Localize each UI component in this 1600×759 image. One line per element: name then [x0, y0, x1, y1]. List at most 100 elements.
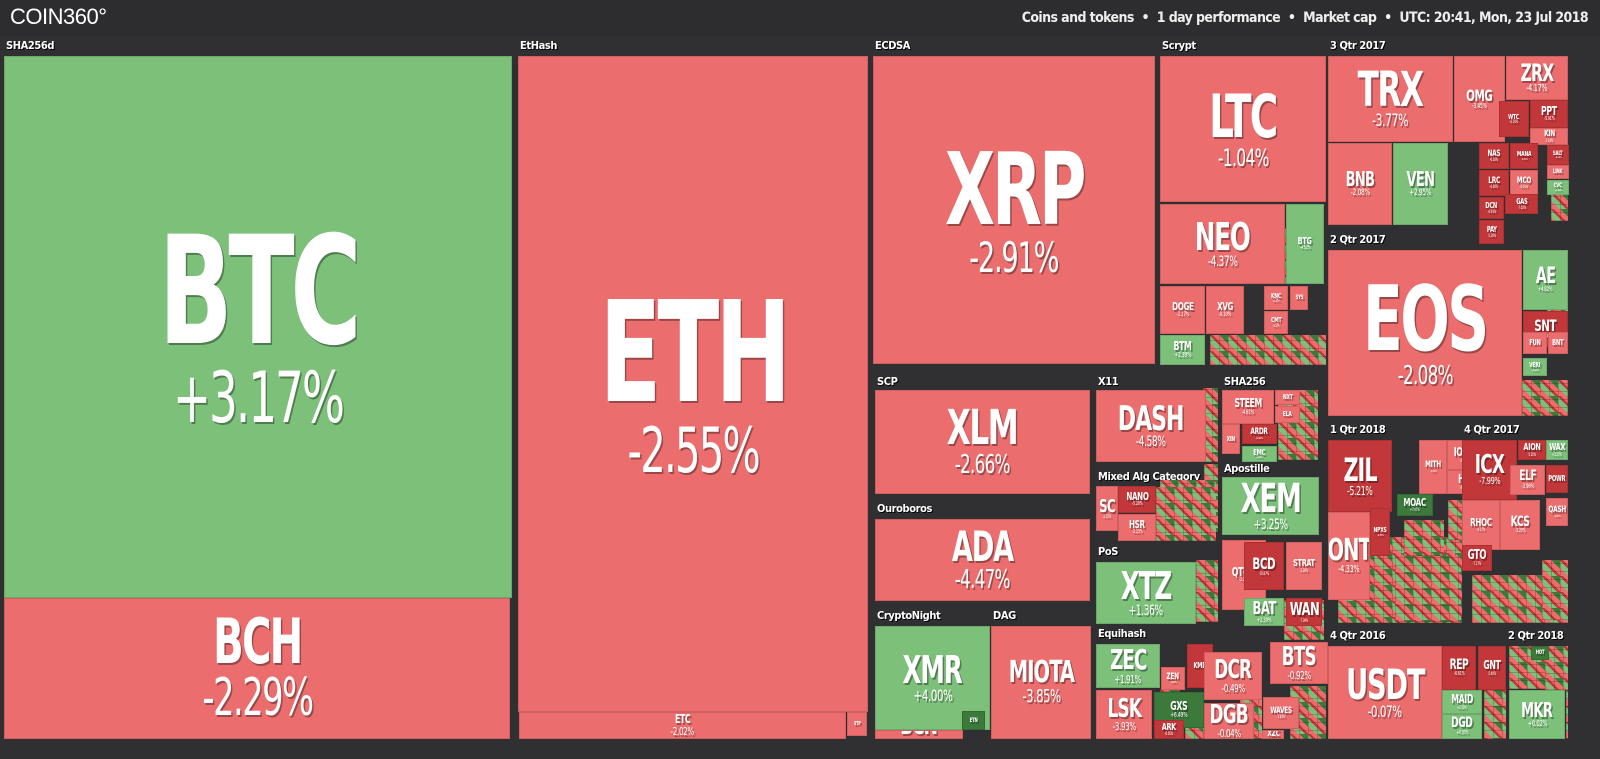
coin-tile-etc[interactable]: ETC -2.02%: [519, 712, 846, 739]
coin-tile-gnt[interactable]: GNT -5.40%: [1478, 646, 1506, 690]
small-coin-tiles[interactable]: [1210, 335, 1326, 365]
coin-tile-moac[interactable]: MOAC +7.07%: [1397, 494, 1433, 516]
coin-tile-dgb[interactable]: DGB -0.04%: [1204, 703, 1254, 739]
coin-tile-link[interactable]: LINK: [1547, 165, 1569, 179]
coin-tile-eth[interactable]: ETH -2.55%: [518, 56, 868, 712]
coin-tile-dgd[interactable]: DGD +0.30%: [1442, 714, 1482, 739]
coin-tile-ppt[interactable]: PPT -5.91%: [1530, 100, 1568, 128]
coin-tile-dcn[interactable]: DCN -6.91%: [1479, 197, 1504, 219]
small-coin-tiles[interactable]: [1156, 487, 1216, 541]
logo[interactable]: COIN360°: [10, 4, 107, 29]
coin-tile-bcn[interactable]: BCN-3.46%: [875, 730, 963, 739]
coin-tile-nxt[interactable]: NXT: [1275, 390, 1300, 405]
coin-tile-ont[interactable]: ONT -4.33%: [1328, 512, 1370, 600]
coin-tile-miota[interactable]: MIOTA -3.85%: [991, 626, 1091, 739]
coin-tile-hot[interactable]: HOT: [1531, 646, 1549, 660]
coin-tile-hsr[interactable]: HSR -2.23%: [1118, 514, 1156, 541]
coin-tile-trx[interactable]: TRX -3.77%: [1328, 56, 1453, 142]
coin-tile-gas[interactable]: GAS -7.02%: [1505, 194, 1538, 214]
coin-tile-gto[interactable]: GTO -7.17%: [1462, 545, 1492, 571]
small-coin-tiles[interactable]: [1404, 520, 1444, 556]
coin-tile-waves[interactable]: WAVES -1.83%: [1263, 697, 1299, 729]
small-coin-tiles[interactable]: [1196, 560, 1218, 622]
coin-tile-xrp[interactable]: XRP -2.91%: [873, 56, 1155, 364]
coin-tile-doge[interactable]: DOGE -1.17%: [1160, 286, 1205, 334]
coin-tile-veri[interactable]: VERI +3.24%: [1523, 358, 1547, 376]
coin-tile-xem[interactable]: XEM +3.25%: [1222, 477, 1319, 535]
coin-tile-bcd[interactable]: BCD -10.87%: [1244, 542, 1284, 590]
small-coin-tiles[interactable]: [1551, 193, 1568, 221]
coin-tile-lrc[interactable]: LRC -6.60%: [1479, 170, 1509, 196]
coin-tile-xin[interactable]: XIN: [1222, 424, 1240, 454]
small-coin-tiles[interactable]: [1545, 646, 1568, 690]
filter-period[interactable]: 1 day performance: [1156, 10, 1281, 26]
coin-tile-bnt[interactable]: BNT: [1548, 332, 1568, 354]
coin-tile-ark[interactable]: ARK -6.65%: [1154, 720, 1184, 739]
coin-tile-npxs[interactable]: NPXS -6.30%: [1370, 508, 1390, 556]
coin-tile-lsk[interactable]: LSK -3.93%: [1096, 690, 1152, 739]
small-coin-tiles[interactable]: [1566, 690, 1568, 739]
coin-tile-kcs[interactable]: KCS -3.20%: [1500, 500, 1540, 550]
coin-tile-salt[interactable]: SALT -6.14%: [1547, 145, 1569, 165]
coin-tile-elf[interactable]: ELF -3.96%: [1510, 465, 1545, 495]
coin-tile-cvc[interactable]: CVC +1.14%: [1547, 180, 1569, 195]
coin-tile-bts[interactable]: BTS -0.92%: [1270, 642, 1328, 684]
small-coin-tiles[interactable]: [1542, 560, 1568, 620]
coin-tile-nas[interactable]: NAS -6.16%: [1479, 143, 1509, 169]
coin-tile-ela[interactable]: ELA: [1275, 406, 1300, 423]
coin-tile-steem[interactable]: STEEM -4.61%: [1222, 390, 1274, 424]
coin-tile-maid[interactable]: MAID +2.30%: [1442, 690, 1482, 714]
coin-tile-fun[interactable]: FUN: [1523, 332, 1547, 354]
coin-tile-sys[interactable]: SYS: [1290, 286, 1308, 310]
coin-tile-kin[interactable]: KIN -1.14%: [1530, 128, 1568, 145]
coin-tile-cmt[interactable]: CMT -3.5%: [1264, 311, 1288, 334]
coin-tile-xvg[interactable]: XVG -0.10%: [1206, 286, 1244, 334]
small-coin-tiles[interactable]: [1395, 556, 1461, 622]
coin-tile-xtz[interactable]: XTZ +1.36%: [1096, 562, 1196, 624]
small-coin-tiles[interactable]: [1522, 380, 1568, 416]
coin-tile-bch[interactable]: BCH -2.29%: [4, 598, 510, 739]
coin-tile-mkr[interactable]: MKR +0.02%: [1509, 690, 1565, 739]
coin-tile-zrx[interactable]: ZRX -4.17%: [1506, 56, 1568, 100]
coin-tile-aion[interactable]: AION -5.20%: [1518, 440, 1546, 460]
coin-tile-mith[interactable]: MITH -4.22%: [1419, 440, 1447, 494]
coin-tile-bat[interactable]: BAT +2.39%: [1244, 598, 1284, 626]
coin-tile-btg[interactable]: BTG -4.52%: [1286, 204, 1324, 284]
coin-tile-dash[interactable]: DASH -4.58%: [1096, 390, 1206, 462]
coin-tile-knc[interactable]: KNC -2.3%: [1264, 286, 1288, 310]
coin-tile-btc[interactable]: BTC +3.17%: [4, 56, 512, 598]
coin-tile-omg[interactable]: OMG -3.45%: [1454, 56, 1505, 142]
small-coin-tiles[interactable]: [1484, 690, 1506, 739]
coin-tile-ltc[interactable]: LTC -1.04%: [1160, 56, 1326, 202]
filter-coin-type[interactable]: Coins and tokens: [1021, 10, 1135, 26]
small-coin-tiles[interactable]: [1160, 690, 1180, 692]
coin-tile-mana[interactable]: MANA -3.24%: [1510, 143, 1538, 169]
coin-tile-zil[interactable]: ZIL -5.21%: [1328, 440, 1392, 512]
coin-tile-qash[interactable]: QASH -6.60%: [1546, 498, 1568, 526]
coin-tile-powr[interactable]: POWR: [1546, 465, 1568, 493]
coin-tile-sc[interactable]: SC -2.52%: [1096, 486, 1118, 531]
coin-tile-gxs[interactable]: GXS +6.49%: [1154, 692, 1204, 728]
coin-tile-pay[interactable]: PAY -5.30%: [1479, 220, 1504, 244]
coin-tile-rhoc[interactable]: RHOC -4.17%: [1462, 500, 1500, 550]
coin-tile-nano[interactable]: NANO -5.29%: [1118, 486, 1156, 513]
coin-tile-usdt[interactable]: USDT -0.07%: [1328, 646, 1442, 739]
coin-tile-eos[interactable]: EOS -2.08%: [1328, 250, 1522, 416]
coin-tile-zen[interactable]: ZEN -3.08%: [1161, 667, 1185, 690]
coin-tile-icx[interactable]: ICX -7.99%: [1462, 440, 1517, 500]
coin-tile-rep[interactable]: REP -6.61%: [1442, 646, 1476, 690]
coin-tile-wan[interactable]: WAN -7.39%: [1286, 598, 1322, 626]
coin-tile-xzc[interactable]: XZC: [1262, 730, 1284, 739]
coin-tile-zec[interactable]: ZEC +1.91%: [1096, 644, 1160, 688]
filter-metric[interactable]: Market cap: [1303, 10, 1377, 26]
coin-tile-etp[interactable]: ETP: [847, 712, 867, 736]
coin-tile-neo[interactable]: NEO -4.37%: [1160, 204, 1285, 284]
small-coin-tiles[interactable]: [1448, 500, 1462, 540]
coin-tile-bnb[interactable]: BNB -2.08%: [1328, 143, 1392, 225]
coin-tile-ardr[interactable]: ARDR -10.20%: [1242, 424, 1277, 444]
coin-tile-ada[interactable]: ADA -4.47%: [875, 519, 1090, 601]
coin-tile-wax[interactable]: WAX +3.23%: [1546, 440, 1568, 460]
coin-tile-ven[interactable]: VEN +2.95%: [1393, 143, 1448, 225]
coin-tile-xlm[interactable]: XLM -2.66%: [875, 390, 1090, 494]
coin-tile-ae[interactable]: AE +4.82%: [1523, 250, 1568, 310]
